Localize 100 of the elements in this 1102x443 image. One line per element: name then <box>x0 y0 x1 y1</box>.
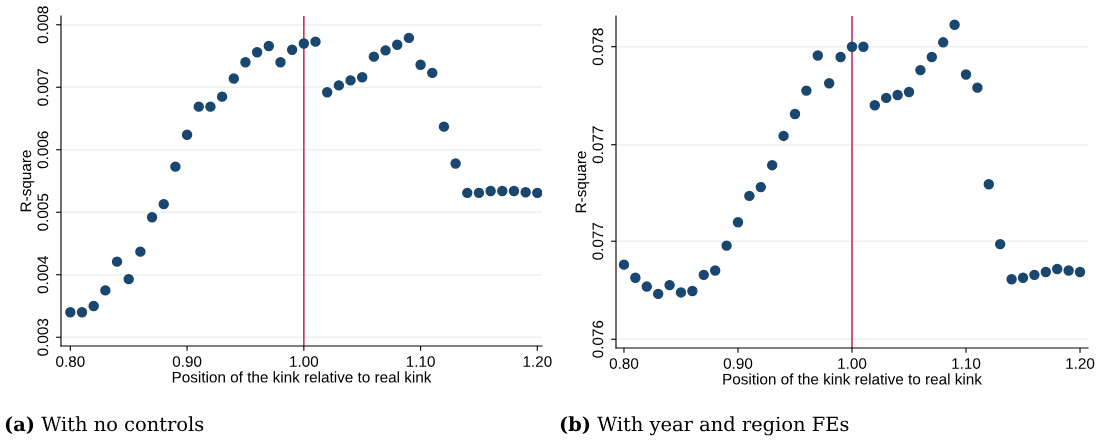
y-tick-label: 0.005 <box>37 193 49 231</box>
point <box>744 190 755 202</box>
point <box>193 101 204 112</box>
point <box>427 67 438 79</box>
point <box>1063 265 1074 276</box>
point <box>438 121 450 132</box>
point <box>949 19 960 30</box>
y-tick-label: 0.008 <box>37 6 49 44</box>
point <box>205 101 216 112</box>
point <box>462 187 473 199</box>
point <box>789 108 801 120</box>
point <box>450 158 461 169</box>
point <box>1040 266 1052 278</box>
point <box>321 87 333 98</box>
y-tick-label: 0.004 <box>37 256 49 294</box>
y-axis-title: R-square <box>575 151 590 213</box>
point <box>630 272 641 284</box>
point <box>356 72 368 83</box>
point <box>251 47 263 58</box>
x-tick-label: 1.20 <box>523 356 552 367</box>
point <box>641 281 652 292</box>
x-axis-title: Position of the kink relative to real kink <box>172 371 432 383</box>
x-tick-label: 1.00 <box>290 356 319 367</box>
point <box>240 57 251 68</box>
point <box>652 288 664 300</box>
text: (b) With year and region FEs <box>560 416 849 436</box>
x-tick-label: 1.10 <box>406 356 435 367</box>
point <box>1074 266 1086 278</box>
point <box>158 198 169 210</box>
y-tick-label: 0.077 <box>592 222 604 260</box>
x-tick-label: 0.90 <box>172 356 202 367</box>
point <box>1006 274 1017 285</box>
point <box>698 269 709 281</box>
x-tick-label: 1.20 <box>1066 358 1095 369</box>
point <box>823 78 835 89</box>
point <box>111 256 123 267</box>
point <box>869 100 881 111</box>
point <box>216 91 228 102</box>
y-tick-label: 0.077 <box>592 126 604 164</box>
point <box>972 82 983 93</box>
point <box>903 86 915 98</box>
point <box>1052 263 1063 275</box>
point <box>275 57 286 68</box>
point <box>181 129 193 140</box>
point <box>76 307 88 318</box>
x-axis-title: Position of the kink relative to real kink <box>723 373 982 385</box>
point <box>983 178 995 190</box>
point <box>1017 272 1029 284</box>
point <box>732 217 744 228</box>
point <box>721 240 732 251</box>
point <box>926 51 938 63</box>
y-tick-label: 0.003 <box>37 318 49 356</box>
point <box>298 38 310 49</box>
point <box>403 32 415 44</box>
point <box>766 159 778 171</box>
point <box>812 50 824 61</box>
point <box>392 39 403 50</box>
point <box>915 64 926 76</box>
y-tick-label: 0.076 <box>592 320 604 358</box>
point <box>755 181 767 193</box>
point <box>960 69 972 80</box>
x-tick-label: 1.10 <box>952 358 981 369</box>
point <box>664 279 675 291</box>
x-tick-label: 0.80 <box>56 356 85 367</box>
point <box>497 185 508 197</box>
point <box>846 41 858 52</box>
point <box>485 185 496 197</box>
point <box>146 212 158 223</box>
point <box>709 265 721 276</box>
point <box>310 36 321 47</box>
point <box>345 75 356 86</box>
point <box>170 161 181 172</box>
point <box>135 246 146 257</box>
point <box>65 307 76 318</box>
point <box>333 80 345 91</box>
text: (a) With no controls <box>5 416 204 435</box>
x-tick-label: 0.90 <box>723 358 753 369</box>
point <box>368 51 380 62</box>
y-tick-label: 0.078 <box>592 28 604 66</box>
point <box>415 59 426 70</box>
point <box>675 287 687 298</box>
point <box>858 41 869 52</box>
y-tick-label: 0.007 <box>37 68 49 106</box>
point <box>100 285 111 296</box>
point <box>835 51 846 63</box>
point <box>687 285 698 297</box>
point <box>286 44 298 55</box>
point <box>508 185 520 197</box>
point <box>228 73 239 84</box>
x-tick-label: 0.80 <box>609 358 639 369</box>
point <box>123 273 134 285</box>
point <box>520 187 531 198</box>
point <box>532 187 542 199</box>
point <box>263 40 275 52</box>
point <box>778 130 789 142</box>
point <box>88 300 99 312</box>
point <box>618 259 630 270</box>
point <box>892 89 903 101</box>
y-axis-title: R-square <box>20 150 35 212</box>
point <box>880 92 892 104</box>
